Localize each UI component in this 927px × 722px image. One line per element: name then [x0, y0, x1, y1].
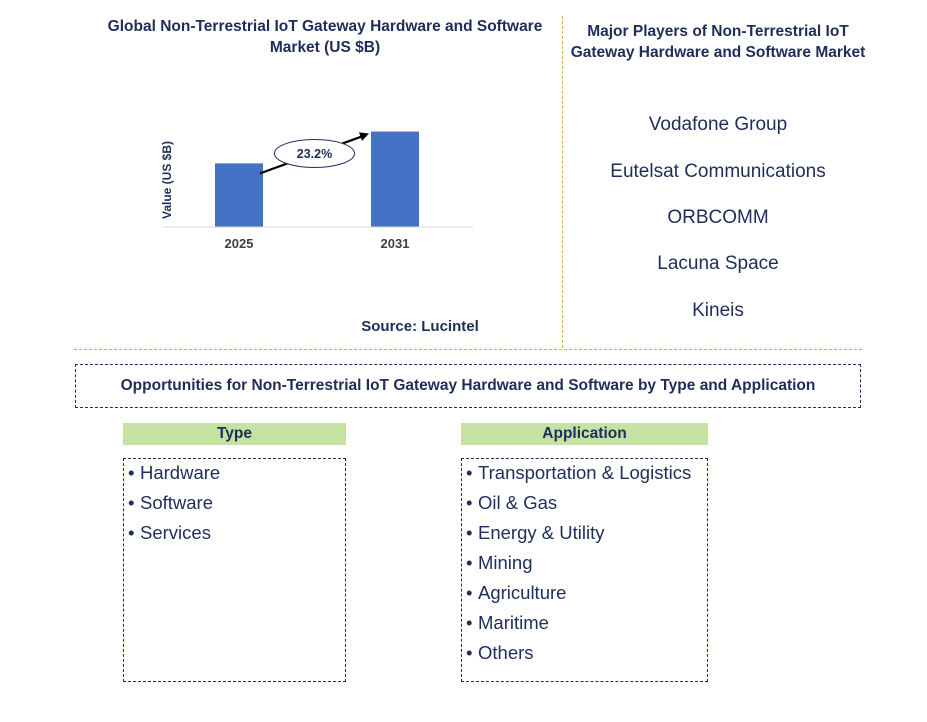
y-axis-label: Value (US $B) [160, 141, 174, 219]
source-label: Source: Lucintel [361, 318, 479, 335]
list-item: • Services [128, 522, 211, 543]
type-header: Type [123, 423, 346, 445]
opportunities-title-box: Opportunities for Non-Terrestrial IoT Ga… [75, 364, 861, 408]
bullet-icon: • [466, 522, 473, 543]
application-header-label: Application [542, 425, 627, 442]
cagr-ellipse [274, 138, 355, 168]
bullet-icon: • [466, 462, 473, 483]
list-item: • Agriculture [466, 582, 567, 603]
type-header-label: Type [216, 425, 253, 442]
vertical-divider [562, 16, 563, 348]
list-item: • Energy & Utility [466, 522, 605, 543]
list-item: • Software [128, 492, 214, 513]
bullet-icon: • [466, 582, 473, 603]
list-item: • Mining [466, 552, 533, 573]
players-title: Major Players of Non-Terrestrial IoT Gat… [570, 23, 866, 61]
cagr-label: 23.2% [297, 147, 332, 161]
horizontal-divider [74, 349, 862, 350]
bullet-icon: • [128, 462, 135, 483]
bar [371, 131, 419, 227]
bar-chart: Value (US $B) 2025 2031 23.2% [160, 131, 473, 251]
player-item: Vodafone Group [648, 114, 788, 135]
bullet-icon: • [466, 642, 473, 663]
bullet-icon: • [466, 492, 473, 513]
x-tick-label: 2025 [225, 236, 254, 251]
player-item: Lacuna Space [657, 253, 779, 274]
list-item: • Others [466, 642, 534, 663]
list-item: • Hardware [128, 462, 221, 483]
list-item: • Maritime [466, 612, 549, 633]
bar [215, 163, 263, 227]
bullet-icon: • [128, 522, 135, 543]
player-item: ORBCOMM [667, 207, 769, 228]
player-item: Eutelsat Communications [610, 161, 826, 182]
player-item: Kineis [692, 300, 744, 321]
application-list: • Transportation & Logistics • Oil & Gas •… [461, 458, 708, 682]
list-item: • Oil & Gas [466, 492, 558, 513]
growth-arrow-head [359, 132, 369, 141]
bullet-icon: • [466, 612, 473, 633]
chart-title: Global Non-Terrestrial IoT Gateway Hardw… [107, 18, 543, 56]
type-list: • Hardware • Software • Services [123, 458, 346, 682]
bullet-icon: • [128, 492, 135, 513]
bullet-icon: • [466, 552, 473, 573]
application-header: Application [461, 423, 708, 445]
x-tick-label: 2031 [381, 236, 410, 251]
opportunities-title: Opportunities for Non-Terrestrial IoT Ga… [120, 377, 816, 394]
list-item: • Transportation & Logistics [466, 462, 692, 483]
